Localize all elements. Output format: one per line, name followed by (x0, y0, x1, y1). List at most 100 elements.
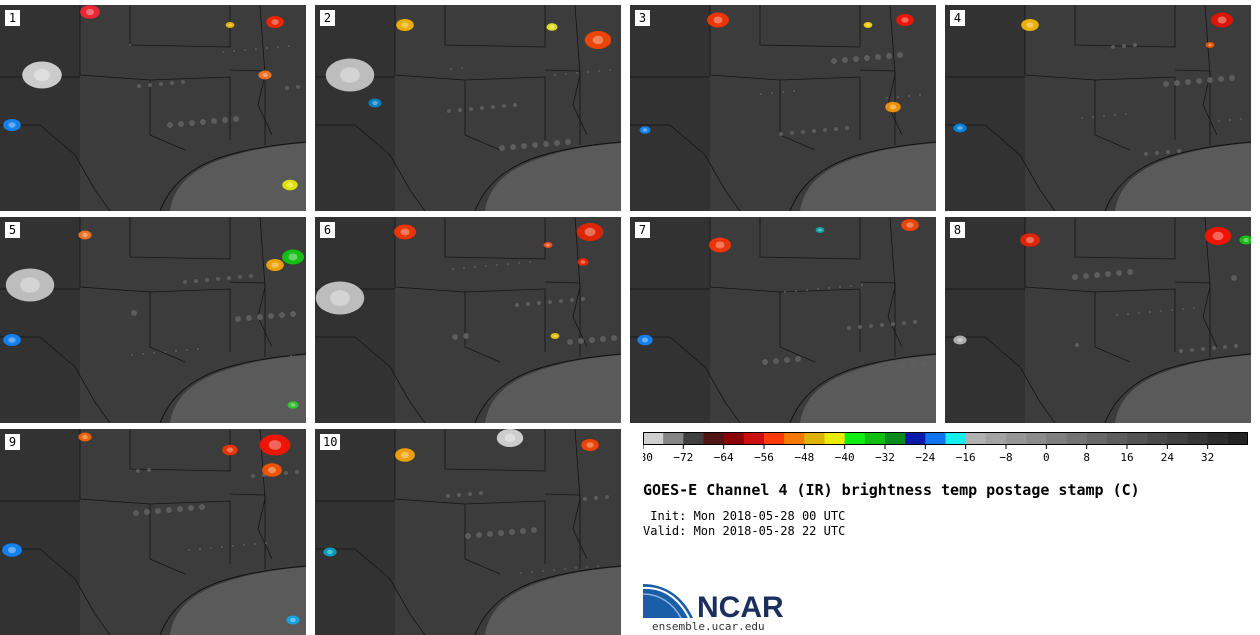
storm-cloud-core (372, 100, 378, 106)
cloud-speck (144, 509, 150, 515)
cloud-speck (1229, 119, 1231, 121)
storm-cloud-core (340, 67, 360, 83)
cloud-speck (1193, 307, 1195, 309)
colorbar-segment (1066, 432, 1088, 445)
cloud-speck (1127, 313, 1129, 315)
cloud-speck (795, 290, 797, 292)
cloud-speck (129, 44, 131, 46)
cloud-speck (583, 497, 587, 501)
cloud-speck (290, 355, 292, 357)
storm-cloud-core (1212, 231, 1224, 241)
cloud-speck (899, 362, 905, 368)
river (887, 217, 903, 348)
storm-cloud-core (228, 23, 232, 27)
member-panel: 1 (0, 5, 306, 211)
storm-cloud-cell (225, 22, 235, 28)
coastline (159, 353, 306, 423)
cloud-speck (474, 266, 476, 268)
gulf-of-mexico (485, 355, 621, 423)
storm-cloud-cell (1204, 227, 1232, 245)
storm-cloud-cell (396, 19, 414, 31)
cloud-speck (216, 277, 220, 281)
storm-cloud-cell (394, 224, 416, 240)
member-panel: 4 (945, 5, 1251, 211)
storm-cloud-cell (325, 58, 375, 92)
cloud-speck (131, 354, 133, 356)
cloud-speck (880, 323, 884, 327)
cloud-speck (790, 131, 794, 135)
cloud-speck (469, 107, 473, 111)
cloud-speck (567, 339, 573, 345)
cloud-speck (197, 348, 199, 350)
colorbar-segment (925, 432, 946, 445)
cloud-speck (1231, 275, 1237, 281)
storm-cloud-cell (395, 448, 415, 462)
cloud-speck (498, 530, 504, 536)
cloud-speck (290, 311, 296, 317)
storm-cloud-core (290, 403, 296, 407)
cloud-speck (543, 141, 549, 147)
member-panel: 5 (0, 217, 306, 423)
cloud-speck (858, 325, 862, 329)
colorbar-segment (1046, 432, 1067, 445)
cloud-speck (1177, 149, 1181, 153)
cloud-speck (1234, 344, 1238, 348)
colorbar-tick-label: −24 (915, 451, 935, 464)
ncar-logo: NCAR (643, 584, 784, 623)
storm-cloud-core (641, 337, 649, 343)
coastline (1104, 141, 1251, 211)
river (257, 429, 273, 560)
state-border (1094, 288, 1176, 352)
cloud-speck (199, 548, 201, 550)
storm-cloud-core (818, 228, 822, 232)
storm-cloud-core (82, 232, 88, 238)
colorbar-segment (985, 432, 1007, 445)
storm-cloud-core (20, 277, 40, 293)
storm-cloud-core (1026, 22, 1034, 28)
website-url: ensemble.ucar.edu (652, 620, 765, 633)
river (572, 5, 588, 136)
cloud-speck (285, 86, 289, 90)
cloud-speck (277, 46, 279, 48)
storm-cloud-core (504, 433, 516, 443)
cloud-speck (251, 474, 255, 478)
cloud-speck (178, 121, 184, 127)
storm-cloud-cell (1205, 42, 1215, 48)
cloud-speck (784, 291, 786, 293)
storm-cloud-cell (3, 334, 21, 346)
storm-cloud-core (288, 253, 298, 261)
storm-cloud-cell (707, 12, 729, 28)
colorbar-segment (885, 432, 906, 445)
cloud-speck (806, 289, 808, 291)
cloud-speck (265, 542, 267, 544)
colorbar-segment (945, 432, 967, 445)
cloud-speck (1212, 346, 1216, 350)
cloud-speck (476, 532, 482, 538)
storm-cloud-cell (637, 334, 653, 346)
cloud-speck (801, 130, 805, 134)
init-time: Init: Mon 2018-05-28 00 UTC (643, 509, 846, 523)
storm-cloud-cell (323, 547, 337, 557)
panel-label: 3 (635, 10, 650, 26)
storm-cloud-core (957, 337, 963, 343)
colorbar-tick-label: −72 (673, 451, 693, 464)
cloud-speck (1083, 273, 1089, 279)
colorbar-segment (1207, 432, 1229, 445)
cloud-speck (164, 351, 166, 353)
cloud-speck (842, 57, 848, 63)
state-border (149, 76, 231, 140)
state-border (464, 500, 546, 564)
cloud-speck (159, 82, 163, 86)
plot-title: GOES-E Channel 4 (IR) brightness temp po… (643, 481, 1140, 499)
gulf-of-mexico (170, 143, 306, 211)
colorbar-segment (804, 432, 825, 445)
cloud-speck (886, 97, 888, 99)
member-panel: 10 (315, 429, 621, 635)
cloud-speck (457, 493, 461, 497)
storm-cloud-core (262, 72, 268, 78)
storm-cloud-core (592, 35, 604, 45)
river (1202, 5, 1218, 136)
cloud-speck (167, 122, 173, 128)
cloud-speck (845, 126, 849, 130)
